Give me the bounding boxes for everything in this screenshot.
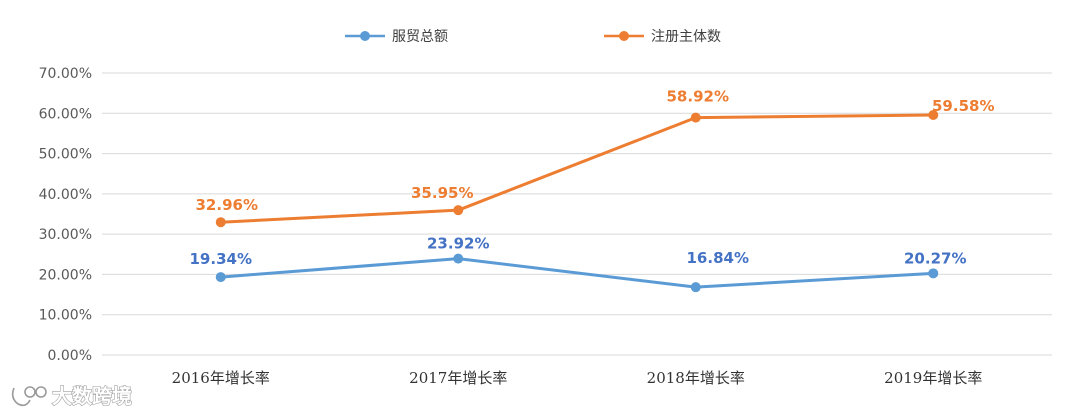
data-point — [453, 253, 464, 264]
y-tick-label: 0.00% — [48, 348, 92, 364]
legend-item-series-1: 服贸总额 — [345, 29, 448, 45]
y-tick-label: 40.00% — [39, 187, 92, 203]
data-label: 16.84% — [687, 249, 749, 267]
legend-label-series-2: 注册主体数 — [651, 29, 721, 45]
y-tick-label: 60.00% — [39, 106, 92, 122]
y-tick-label: 30.00% — [39, 227, 92, 243]
watermark-logo-icon — [11, 386, 47, 407]
legend: 服贸总额 注册主体数 — [345, 29, 721, 45]
y-tick-label: 10.00% — [39, 308, 92, 324]
data-point — [928, 109, 939, 120]
data-labels: 19.34% 23.92% 16.84% 20.27% 32.96% 35.95% 58.9… — [190, 88, 995, 268]
y-tick-label: 20.00% — [39, 267, 92, 283]
data-point — [215, 217, 226, 228]
data-point — [453, 205, 464, 216]
data-label: 59.58% — [932, 97, 994, 115]
watermark-text: 大数跨境 — [52, 384, 132, 408]
data-point — [215, 272, 226, 283]
data-label: 23.92% — [427, 235, 489, 253]
series-line-1 — [220, 257, 934, 289]
data-label: 32.96% — [196, 196, 258, 214]
y-axis-tick-labels: 0.00% 10.00% 20.00% 30.00% 40.00% 50.00% 60.00… — [39, 66, 92, 364]
x-category-label: 2018年增长率 — [647, 369, 745, 387]
data-point — [690, 282, 701, 293]
data-label: 19.34% — [190, 250, 252, 268]
y-tick-label: 50.00% — [39, 147, 92, 163]
x-axis-category-labels: 2016年增长率 2017年增长率 2018年增长率 2019年增长率 — [172, 369, 983, 387]
data-label: 58.92% — [667, 88, 729, 106]
data-point — [928, 268, 939, 279]
data-label: 20.27% — [904, 249, 966, 267]
y-tick-label: 70.00% — [39, 66, 92, 82]
data-point — [690, 112, 701, 123]
legend-item-series-2: 注册主体数 — [604, 29, 721, 45]
data-label: 35.95% — [411, 184, 473, 202]
series-lines — [215, 109, 939, 293]
watermark: 大数跨境 — [11, 383, 133, 409]
x-category-label: 2017年增长率 — [409, 369, 507, 387]
legend-label-series-1: 服贸总额 — [392, 29, 448, 45]
series-line-2 — [220, 113, 934, 224]
x-category-label: 2019年增长率 — [884, 369, 982, 387]
x-category-label: 2016年增长率 — [172, 369, 270, 387]
